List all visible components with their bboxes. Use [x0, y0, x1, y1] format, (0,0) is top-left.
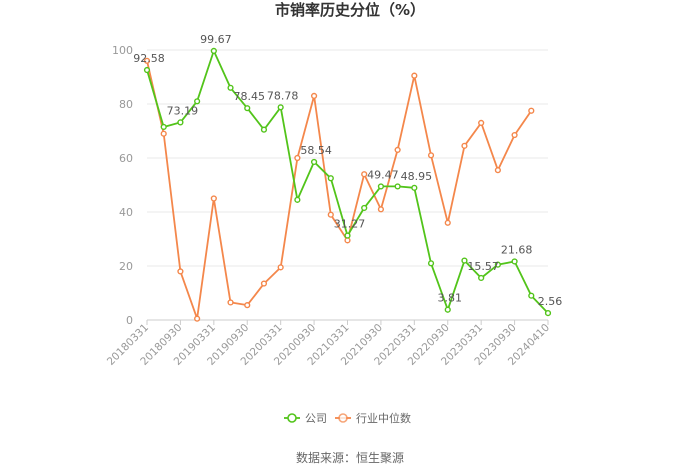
data-point — [194, 98, 201, 105]
data-point — [294, 196, 301, 203]
data-point — [227, 299, 234, 306]
data-point — [494, 167, 501, 174]
data-label: 15.57 — [467, 260, 499, 273]
data-point — [444, 219, 451, 226]
series-line-industry-median — [146, 60, 533, 320]
data-point — [143, 66, 151, 74]
source-note: 数据来源：恒生聚源 — [296, 450, 404, 465]
y-axis: 0 20 40 60 80 100 — [112, 44, 133, 327]
data-point — [528, 107, 535, 114]
series-line-company — [146, 50, 549, 314]
data-point — [411, 184, 418, 191]
data-point — [377, 183, 385, 190]
chart-title: 市销率历史分位（%） — [275, 1, 425, 19]
legend-marker-icon — [287, 413, 297, 423]
data-point — [544, 309, 552, 317]
data-point — [394, 183, 401, 190]
y-tick-label: 0 — [126, 314, 133, 327]
data-point — [310, 158, 318, 166]
data-point — [344, 232, 351, 239]
data-label: 78.45 — [234, 90, 266, 103]
data-point — [194, 315, 201, 322]
grid — [147, 49, 548, 321]
data-label: 99.67 — [200, 33, 232, 46]
data-label: 2.56 — [538, 295, 563, 308]
y-tick-label: 100 — [112, 44, 133, 57]
data-label: 21.68 — [501, 243, 533, 256]
data-point — [394, 146, 401, 154]
data-point — [177, 119, 184, 126]
y-tick-label: 40 — [119, 206, 133, 219]
data-point — [461, 142, 468, 149]
data-label: 48.95 — [401, 170, 433, 183]
data-label: 78.78 — [267, 89, 299, 102]
data-point — [427, 152, 435, 159]
legend-label[interactable]: 公司 — [305, 412, 327, 425]
data-point — [277, 264, 284, 271]
y-tick-label: 20 — [119, 260, 133, 273]
data-point — [327, 175, 334, 182]
data-point — [361, 171, 368, 178]
series-layer — [143, 47, 552, 322]
data-point — [327, 211, 334, 218]
data-point — [377, 206, 385, 213]
data-point — [177, 268, 184, 275]
data-point — [160, 123, 167, 131]
data-point — [160, 130, 167, 137]
data-point — [478, 274, 485, 282]
data-point — [511, 258, 518, 265]
data-label: 49.47 — [367, 168, 399, 181]
data-point — [444, 306, 451, 313]
data-label: 58.54 — [300, 144, 332, 157]
legend-label[interactable]: 行业中位数 — [356, 411, 411, 425]
data-point — [478, 119, 485, 127]
legend: 公司 行业中位数 — [284, 411, 411, 425]
data-point — [244, 105, 251, 112]
data-point — [427, 260, 435, 267]
y-tick-label: 80 — [119, 98, 133, 111]
data-label: 3.81 — [438, 292, 463, 305]
data-point — [210, 195, 217, 202]
data-point — [294, 154, 301, 162]
y-tick-label: 60 — [119, 152, 133, 165]
data-point — [310, 92, 318, 100]
data-point — [511, 131, 518, 139]
data-point — [528, 292, 535, 299]
data-point — [260, 126, 268, 133]
data-label: 31.27 — [334, 218, 366, 231]
data-point — [244, 302, 251, 309]
x-axis: 2018033120180930201903312019093020200331… — [105, 320, 552, 368]
legend-marker-icon — [338, 413, 348, 423]
data-point — [227, 84, 234, 91]
data-point — [210, 47, 217, 54]
data-point — [260, 280, 268, 287]
data-point — [143, 57, 151, 64]
data-point — [494, 261, 501, 268]
data-label: 73.19 — [167, 104, 199, 117]
data-label: 92.58 — [133, 52, 165, 65]
data-point — [361, 204, 368, 212]
data-point — [277, 104, 284, 111]
data-labels: 92.58 73.19 99.67 78.45 78.78 58.54 31.27 49.47… — [133, 33, 562, 308]
data-point — [461, 257, 468, 264]
data-point — [411, 72, 418, 79]
